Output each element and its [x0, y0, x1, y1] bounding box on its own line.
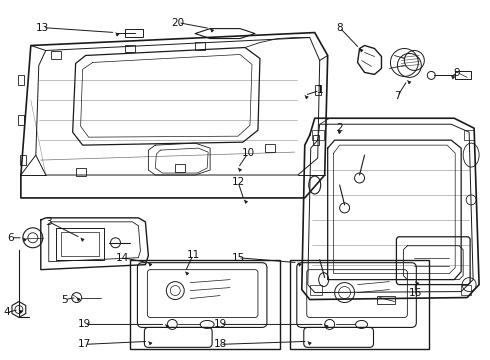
Text: 12: 12	[231, 177, 245, 187]
Bar	[461, 285, 471, 294]
Text: 3: 3	[46, 217, 52, 227]
Bar	[290, 260, 429, 349]
Text: 9: 9	[454, 68, 461, 78]
Text: 2: 2	[336, 123, 343, 133]
Text: 19: 19	[214, 319, 227, 329]
Bar	[130, 260, 280, 349]
Text: 10: 10	[242, 148, 254, 158]
Text: 11: 11	[187, 250, 200, 260]
Bar	[125, 45, 135, 53]
Text: 1: 1	[317, 85, 323, 95]
Bar	[56, 228, 103, 260]
Text: 5: 5	[61, 294, 68, 305]
Bar	[125, 28, 144, 37]
Text: 18: 18	[214, 339, 227, 349]
Bar	[20, 155, 26, 165]
Bar	[175, 164, 185, 172]
Bar	[195, 41, 205, 50]
Bar	[377, 296, 395, 303]
Bar	[313, 135, 318, 145]
Bar	[61, 232, 98, 256]
Text: 4: 4	[3, 307, 10, 318]
Text: 20: 20	[172, 18, 185, 28]
Bar	[75, 168, 86, 176]
Text: 7: 7	[394, 91, 401, 101]
Bar	[455, 71, 471, 80]
Text: 19: 19	[78, 319, 91, 329]
Bar	[312, 130, 324, 140]
Bar	[464, 130, 474, 140]
Bar	[265, 144, 275, 152]
Text: 16: 16	[409, 288, 422, 298]
Text: 14: 14	[116, 253, 129, 263]
Bar	[18, 75, 24, 85]
Text: 17: 17	[78, 339, 91, 349]
Bar	[18, 115, 24, 125]
Text: 8: 8	[336, 23, 343, 33]
Bar	[310, 285, 322, 294]
Text: 13: 13	[36, 23, 49, 33]
Text: 15: 15	[231, 253, 245, 263]
Bar	[315, 85, 321, 95]
Text: 6: 6	[7, 233, 14, 243]
Bar	[51, 51, 61, 59]
